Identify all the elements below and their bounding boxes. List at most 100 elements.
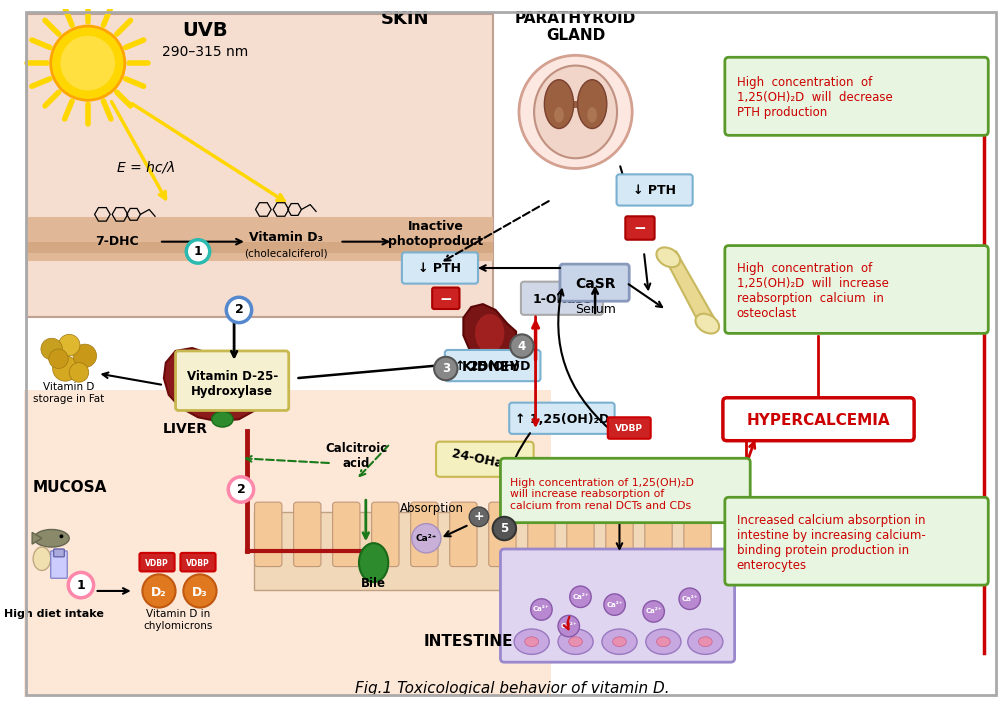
Text: VDBP: VDBP: [145, 559, 169, 568]
Text: MUCOSA: MUCOSA: [32, 480, 107, 495]
Text: Ca²⁺: Ca²⁺: [681, 596, 698, 602]
FancyBboxPatch shape: [411, 502, 438, 567]
FancyBboxPatch shape: [644, 502, 672, 567]
Text: Bile: Bile: [361, 577, 387, 589]
FancyBboxPatch shape: [333, 502, 360, 567]
FancyBboxPatch shape: [433, 288, 460, 309]
Circle shape: [73, 344, 97, 367]
Text: CaSR: CaSR: [574, 276, 615, 290]
Circle shape: [493, 517, 516, 540]
Circle shape: [558, 615, 579, 637]
Text: (cholecalciferol): (cholecalciferol): [244, 248, 328, 258]
FancyBboxPatch shape: [402, 252, 478, 283]
Text: ↓ PTH: ↓ PTH: [633, 185, 676, 197]
Circle shape: [412, 524, 441, 553]
FancyBboxPatch shape: [176, 351, 289, 410]
Text: 24-OHase: 24-OHase: [451, 447, 519, 474]
Circle shape: [227, 298, 252, 323]
Text: VDBP: VDBP: [615, 424, 643, 434]
FancyBboxPatch shape: [520, 282, 602, 315]
Text: High diet intake: High diet intake: [4, 609, 104, 620]
Ellipse shape: [554, 107, 563, 123]
FancyBboxPatch shape: [684, 502, 711, 567]
Ellipse shape: [687, 629, 723, 654]
FancyBboxPatch shape: [625, 216, 654, 240]
Circle shape: [603, 594, 625, 615]
Circle shape: [51, 26, 125, 100]
FancyBboxPatch shape: [24, 390, 551, 697]
Text: 1-OHase: 1-OHase: [532, 293, 591, 306]
FancyBboxPatch shape: [181, 553, 216, 572]
Ellipse shape: [212, 412, 233, 427]
Text: ↑ 1,25(OH)₂D: ↑ 1,25(OH)₂D: [514, 412, 609, 426]
Text: 7-DHC: 7-DHC: [95, 235, 139, 248]
Text: Vitamin D
storage in Fat: Vitamin D storage in Fat: [33, 382, 104, 404]
Ellipse shape: [656, 637, 670, 646]
Circle shape: [60, 36, 115, 90]
Polygon shape: [164, 348, 267, 421]
Text: Calcitroic
acid: Calcitroic acid: [325, 442, 388, 470]
FancyBboxPatch shape: [607, 417, 650, 439]
Text: 2: 2: [237, 483, 246, 496]
Circle shape: [228, 477, 254, 502]
Text: −: −: [633, 221, 646, 236]
FancyBboxPatch shape: [489, 502, 516, 567]
Text: VDBP: VDBP: [186, 559, 210, 568]
Circle shape: [643, 601, 664, 623]
Text: Vitamin D in
chylomicrons: Vitamin D in chylomicrons: [144, 609, 213, 631]
Ellipse shape: [33, 547, 51, 570]
Text: 2: 2: [235, 303, 244, 317]
Text: UVB: UVB: [182, 21, 228, 40]
Circle shape: [519, 55, 632, 168]
Text: 1: 1: [194, 245, 203, 258]
Circle shape: [60, 534, 63, 539]
Ellipse shape: [544, 80, 573, 128]
Circle shape: [53, 356, 78, 381]
FancyBboxPatch shape: [294, 502, 321, 567]
Ellipse shape: [568, 637, 582, 646]
Text: LIVER: LIVER: [163, 422, 208, 436]
Text: Absorption: Absorption: [401, 503, 465, 515]
FancyBboxPatch shape: [605, 502, 633, 567]
Circle shape: [59, 334, 80, 356]
Text: −: −: [440, 292, 453, 307]
FancyBboxPatch shape: [24, 9, 999, 697]
FancyBboxPatch shape: [725, 245, 988, 333]
Text: HYPERCALCEMIA: HYPERCALCEMIA: [746, 412, 890, 428]
Ellipse shape: [143, 575, 176, 608]
Ellipse shape: [184, 575, 217, 608]
Text: E = hc/λ: E = hc/λ: [117, 161, 176, 175]
Circle shape: [68, 572, 94, 598]
Text: ↓ PTH: ↓ PTH: [419, 262, 462, 276]
Ellipse shape: [587, 107, 597, 123]
Text: D₂: D₂: [151, 587, 167, 599]
Polygon shape: [663, 252, 715, 329]
FancyBboxPatch shape: [445, 350, 540, 381]
Text: 5: 5: [500, 522, 508, 535]
Ellipse shape: [577, 80, 606, 128]
FancyBboxPatch shape: [51, 551, 67, 578]
FancyBboxPatch shape: [527, 502, 555, 567]
FancyBboxPatch shape: [27, 242, 493, 253]
FancyBboxPatch shape: [27, 14, 493, 317]
Ellipse shape: [534, 66, 617, 158]
Ellipse shape: [695, 314, 719, 333]
Ellipse shape: [645, 629, 681, 654]
Text: Ca²⁺: Ca²⁺: [560, 623, 577, 629]
FancyBboxPatch shape: [140, 553, 175, 572]
Text: Ca²⁺: Ca²⁺: [572, 594, 588, 600]
FancyBboxPatch shape: [723, 398, 914, 441]
Circle shape: [679, 588, 700, 610]
Text: High concentration of 1,25(OH)₂D
will increase reabsorption of
calcium from rena: High concentration of 1,25(OH)₂D will in…: [510, 478, 694, 511]
Circle shape: [69, 362, 89, 382]
Circle shape: [41, 338, 62, 360]
Text: D₃: D₃: [192, 587, 208, 599]
FancyBboxPatch shape: [450, 502, 478, 567]
Ellipse shape: [602, 629, 637, 654]
Text: Inactive
photoproduct: Inactive photoproduct: [389, 220, 484, 248]
Text: SKIN: SKIN: [381, 11, 430, 28]
Text: 3: 3: [442, 362, 450, 375]
Text: 290–315 nm: 290–315 nm: [162, 45, 248, 59]
Ellipse shape: [558, 629, 593, 654]
Ellipse shape: [656, 247, 680, 267]
